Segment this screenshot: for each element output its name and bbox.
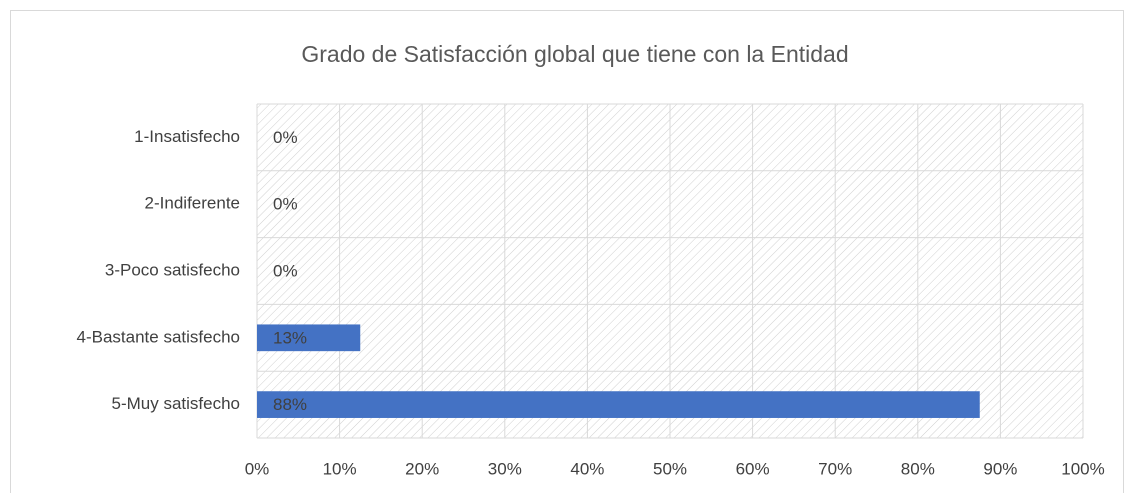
x-tick-label: 60%	[736, 459, 770, 478]
y-tick-label: 2-Indiferente	[145, 194, 240, 213]
bar	[257, 324, 361, 352]
x-tick-label: 30%	[488, 459, 522, 478]
data-label: 13%	[273, 328, 307, 347]
x-tick-label: 80%	[901, 459, 935, 478]
x-tick-label: 20%	[405, 459, 439, 478]
data-label: 0%	[273, 128, 298, 147]
x-tick-label: 10%	[323, 459, 357, 478]
data-label: 0%	[273, 261, 298, 280]
chart-title: Grado de Satisfacción global que tiene c…	[301, 41, 848, 67]
x-tick-label: 0%	[245, 459, 270, 478]
y-tick-label: 3-Poco satisfecho	[105, 260, 240, 279]
x-tick-label: 70%	[818, 459, 852, 478]
data-label: 0%	[273, 195, 298, 214]
x-tick-label: 50%	[653, 459, 687, 478]
y-tick-label: 1-Insatisfecho	[134, 127, 240, 146]
y-tick-label: 4-Bastante satisfecho	[77, 327, 240, 346]
x-tick-label: 40%	[570, 459, 604, 478]
x-tick-label: 90%	[983, 459, 1017, 478]
y-tick-label: 5-Muy satisfecho	[112, 394, 241, 413]
x-tick-label: 100%	[1061, 459, 1104, 478]
data-label: 88%	[273, 395, 307, 414]
bar	[257, 391, 980, 418]
